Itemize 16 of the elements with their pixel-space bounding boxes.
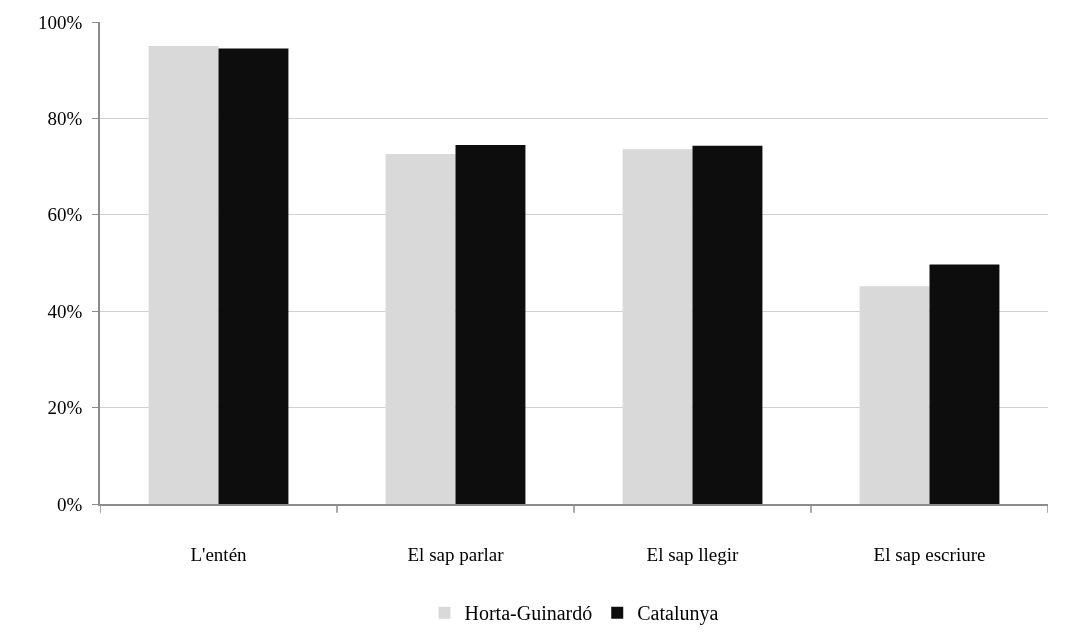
x-tick-label: L'entén — [190, 543, 248, 565]
bar — [455, 144, 526, 504]
y-tick-label: 60% — [47, 204, 83, 226]
bar — [218, 48, 289, 504]
y-tick-label: 20% — [47, 397, 83, 419]
y-tick-label: 40% — [47, 300, 83, 322]
legend-label: Horta-Guinardó — [464, 602, 593, 625]
y-tick-label: 80% — [47, 108, 83, 130]
x-tick-label: El sap llegir — [646, 543, 740, 565]
x-tick-label: El sap parlar — [407, 543, 505, 565]
bar — [692, 145, 763, 504]
bar — [929, 264, 1000, 504]
y-tick-label: 0% — [57, 493, 83, 515]
legend-label: Catalunya — [637, 602, 719, 626]
x-tick-label: El sap escriure — [873, 543, 986, 565]
y-tick-label: 100% — [38, 11, 83, 33]
